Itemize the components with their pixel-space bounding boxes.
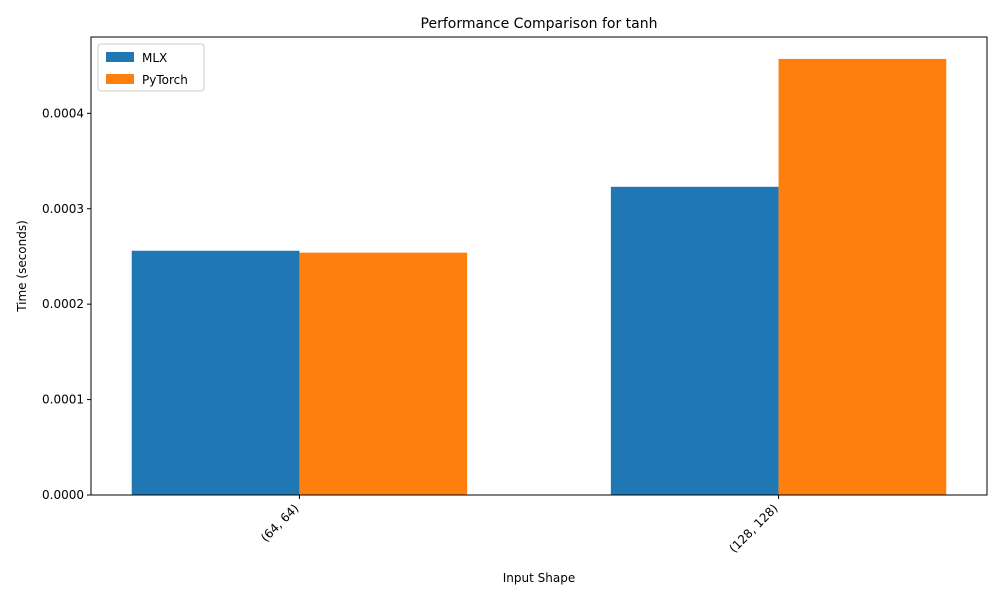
y-tick-label: 0.0004 (42, 106, 84, 120)
y-axis-label: Time (seconds) (15, 220, 29, 313)
legend-swatch-pytorch (106, 74, 134, 84)
plot-frame (90, 36, 988, 496)
legend-swatch-mlx (106, 52, 134, 62)
bar-mlx-1 (610, 186, 779, 495)
y-tick-label: 0.0000 (42, 488, 84, 502)
x-axis-label: Input Shape (503, 571, 575, 585)
chart-title: Performance Comparison for tanh (421, 16, 658, 32)
x-tick-label: (64, 64) (258, 501, 302, 545)
y-tick-label: 0.0001 (42, 393, 84, 407)
bar-mlx-0 (131, 250, 300, 495)
y-tick-label: 0.0002 (42, 297, 84, 311)
y-tick-label: 0.0003 (42, 202, 84, 216)
y-axis: 0.0000 0.0001 0.0002 0.0003 0.0004 (42, 106, 91, 502)
x-axis: (64, 64) (128, 128) (258, 495, 781, 556)
bar-pytorch-1 (778, 58, 947, 496)
legend-label-mlx: MLX (142, 51, 167, 65)
legend: MLX PyTorch (97, 43, 205, 92)
bars-group (131, 58, 947, 496)
x-tick-label: (128, 128) (726, 501, 780, 555)
legend-label-pytorch: PyTorch (142, 73, 188, 87)
bar-pytorch-0 (299, 252, 468, 495)
